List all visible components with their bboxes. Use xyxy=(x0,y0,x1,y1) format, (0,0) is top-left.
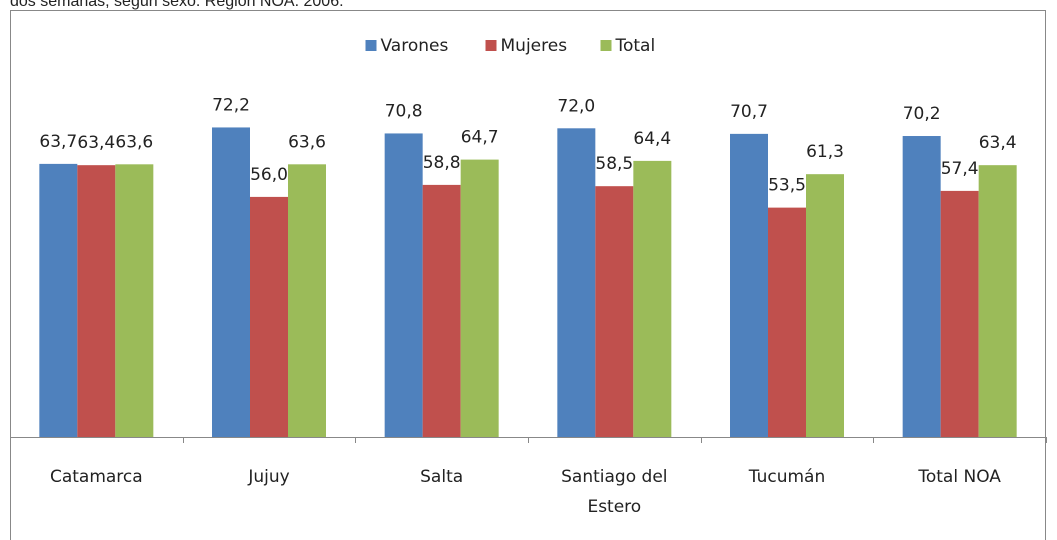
value-label: 63,4 xyxy=(979,133,1017,153)
value-label: 53,5 xyxy=(768,176,806,196)
x-tick-label: Jujuy xyxy=(248,467,290,487)
bar xyxy=(460,159,499,437)
x-tick-label: Santiago del Estero xyxy=(561,467,668,517)
bar xyxy=(288,164,326,437)
legend-swatch xyxy=(600,40,612,51)
bar xyxy=(384,133,423,437)
value-label: 63,4 xyxy=(77,133,115,153)
x-tick-label: Salta xyxy=(420,467,464,487)
legend-label: Varones xyxy=(381,36,449,56)
bar xyxy=(557,128,596,438)
chart-frame xyxy=(10,10,1046,540)
bar xyxy=(768,207,806,437)
x-tick-label: Tucumán xyxy=(748,467,826,487)
value-label: 72,2 xyxy=(212,95,250,115)
bar xyxy=(902,136,941,437)
value-label: 61,3 xyxy=(806,142,844,162)
x-tick-label: Total NOA xyxy=(918,467,1001,487)
value-label: 56,0 xyxy=(250,165,288,185)
legend-label: Mujeres xyxy=(501,36,568,56)
bar xyxy=(940,190,979,437)
value-label: 70,2 xyxy=(903,104,941,124)
legend-label: Total xyxy=(615,36,656,56)
value-label: 58,8 xyxy=(423,153,461,173)
value-label: 63,6 xyxy=(288,132,326,152)
value-label: 63,7 xyxy=(39,132,77,152)
value-label: 63,6 xyxy=(115,132,153,152)
x-tick-label: Catamarca xyxy=(49,467,143,487)
bar xyxy=(77,165,116,438)
value-label: 70,7 xyxy=(730,102,768,122)
value-label: 64,7 xyxy=(461,128,499,148)
bar xyxy=(212,127,250,437)
bar xyxy=(978,165,1017,438)
bar xyxy=(633,160,672,437)
bar xyxy=(806,174,844,437)
bar xyxy=(730,133,768,437)
value-label: 72,0 xyxy=(557,96,595,116)
chart-title: dos semanas, según sexo. Región NOA. 200… xyxy=(10,0,344,10)
bar xyxy=(422,184,461,437)
bar xyxy=(595,186,634,437)
bar xyxy=(39,163,78,438)
legend-swatch xyxy=(485,40,497,51)
legend-swatch xyxy=(365,40,377,51)
value-label: 57,4 xyxy=(941,159,979,179)
value-label: 58,5 xyxy=(595,154,633,174)
value-label: 64,4 xyxy=(633,129,671,149)
bar xyxy=(115,164,154,437)
value-label: 70,8 xyxy=(385,101,423,121)
bar xyxy=(250,196,288,437)
